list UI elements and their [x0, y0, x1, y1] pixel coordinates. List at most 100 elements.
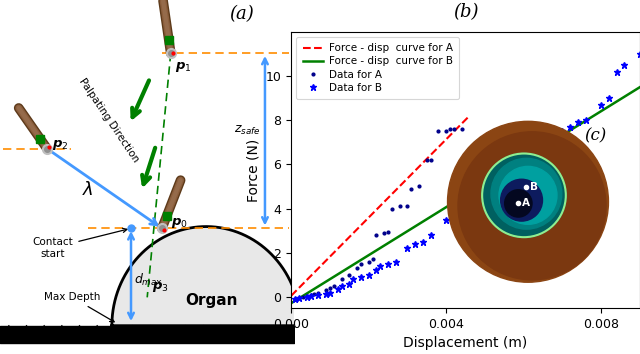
- X-axis label: Displacement (m): Displacement (m): [403, 336, 528, 350]
- Circle shape: [482, 154, 566, 237]
- Force - disp  curve for A: [280, 302, 287, 306]
- Data for B: [392, 259, 399, 264]
- Data for A: [372, 233, 380, 237]
- Data for A: [326, 286, 334, 290]
- Data for A: [388, 206, 396, 211]
- Data for B: [458, 206, 465, 211]
- Data for A: [346, 273, 353, 277]
- Data for A: [357, 262, 365, 266]
- Data for B: [442, 217, 450, 222]
- Data for A: [404, 204, 412, 209]
- Text: A: A: [522, 198, 529, 209]
- Circle shape: [499, 166, 557, 224]
- Data for B: [384, 262, 392, 266]
- Data for B: [349, 277, 357, 281]
- Text: Palpating Direction: Palpating Direction: [77, 76, 141, 164]
- Data for B: [372, 268, 380, 273]
- Data for B: [303, 295, 310, 299]
- Text: $\boldsymbol{p}_0$: $\boldsymbol{p}_0$: [171, 216, 188, 230]
- Data for A: [291, 297, 299, 301]
- Data for B: [621, 63, 628, 67]
- Data for B: [613, 69, 621, 74]
- Data for A: [458, 127, 465, 131]
- Data for B: [326, 290, 334, 295]
- Data for B: [504, 182, 512, 187]
- Data for A: [310, 291, 318, 296]
- Data for B: [559, 129, 566, 133]
- Text: Max Depth: Max Depth: [44, 292, 114, 322]
- Data for B: [450, 215, 458, 219]
- Text: $\boldsymbol{p}_1$: $\boldsymbol{p}_1$: [175, 60, 192, 74]
- Data for B: [481, 198, 489, 202]
- Text: Organ: Organ: [186, 293, 238, 308]
- Data for B: [527, 153, 535, 158]
- Data for B: [322, 291, 330, 296]
- Data for A: [322, 288, 330, 292]
- Data for A: [450, 127, 458, 131]
- Circle shape: [491, 158, 562, 229]
- Polygon shape: [112, 227, 300, 326]
- Text: Contact
start: Contact start: [33, 228, 127, 259]
- Data for B: [295, 296, 303, 300]
- Circle shape: [447, 121, 609, 282]
- Circle shape: [458, 132, 606, 280]
- Data for A: [353, 266, 361, 270]
- Data for B: [497, 184, 504, 189]
- Data for A: [415, 184, 423, 189]
- Text: $\boldsymbol{p}_2$: $\boldsymbol{p}_2$: [52, 138, 68, 152]
- Data for B: [605, 96, 613, 100]
- Data for A: [369, 257, 376, 262]
- Line: Data for A: Data for A: [292, 126, 465, 302]
- Data for A: [446, 127, 454, 131]
- Text: (a): (a): [229, 5, 254, 23]
- Data for B: [419, 240, 427, 244]
- Data for A: [435, 129, 442, 133]
- Text: $\lambda$: $\lambda$: [83, 181, 94, 199]
- Data for B: [307, 294, 314, 298]
- Data for A: [384, 230, 392, 234]
- Legend: Force - disp  curve for A, Force - disp  curve for B, Data for A, Data for B: Force - disp curve for A, Force - disp c…: [296, 37, 459, 99]
- Data for A: [330, 284, 338, 288]
- Data for B: [357, 275, 365, 279]
- Data for A: [338, 277, 346, 281]
- Data for A: [303, 294, 310, 298]
- Data for B: [365, 273, 372, 277]
- Data for B: [314, 293, 322, 297]
- Data for B: [291, 297, 299, 301]
- Data for B: [466, 202, 474, 206]
- Text: $d_{max}$: $d_{max}$: [134, 272, 163, 288]
- Data for B: [636, 52, 640, 56]
- Data for B: [489, 195, 497, 200]
- Text: $z_{safe}$: $z_{safe}$: [234, 124, 260, 137]
- Data for A: [396, 204, 404, 209]
- Circle shape: [500, 179, 543, 221]
- Data for A: [408, 187, 415, 191]
- Data for B: [543, 149, 551, 153]
- Line: Data for B: Data for B: [292, 46, 640, 303]
- Y-axis label: Force (N): Force (N): [246, 138, 260, 201]
- Data for B: [404, 246, 412, 251]
- Data for A: [299, 295, 307, 299]
- Data for A: [314, 290, 322, 295]
- Data for B: [574, 120, 582, 125]
- Force - disp  curve for A: [466, 114, 474, 118]
- Data for B: [536, 151, 543, 155]
- Data for B: [566, 125, 574, 129]
- Data for A: [427, 158, 435, 162]
- Data for B: [376, 264, 384, 268]
- Text: $\boldsymbol{p}_3$: $\boldsymbol{p}_3$: [152, 280, 168, 293]
- Text: (c): (c): [584, 127, 606, 144]
- Data for B: [597, 103, 605, 107]
- Data for B: [334, 287, 342, 291]
- Text: (b): (b): [453, 3, 478, 21]
- Data for A: [365, 259, 372, 264]
- Data for A: [380, 231, 388, 235]
- Data for B: [582, 118, 589, 122]
- Circle shape: [505, 190, 532, 217]
- Data for A: [295, 296, 303, 300]
- Data for A: [423, 158, 431, 162]
- Data for B: [427, 233, 435, 237]
- Data for B: [346, 281, 353, 286]
- Data for A: [442, 129, 450, 133]
- Text: B: B: [531, 182, 538, 192]
